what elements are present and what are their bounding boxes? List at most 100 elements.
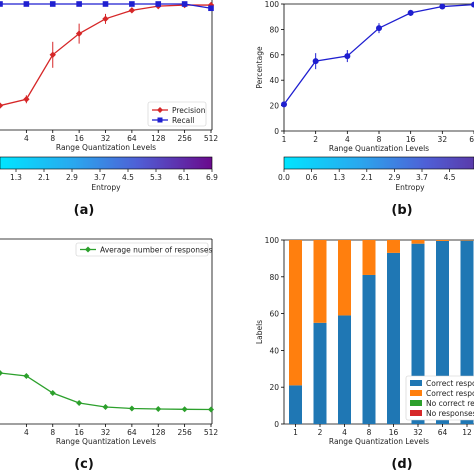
x-tick-label: 64 [438, 428, 448, 437]
colorbar-tick-label: 5.3 [150, 173, 162, 182]
bar-segment-2 [338, 240, 351, 316]
data-point-recall [49, 1, 56, 7]
panel-b: 0 20 40 60 80 100 Percentage 1 2 4 8 16 32 64 Range Qu… [255, 0, 474, 218]
data-point-recall [208, 5, 214, 12]
x-tick-label: 512 [204, 134, 219, 143]
y-tick-label: 100 [265, 0, 280, 9]
bar-segment-2 [436, 240, 449, 241]
data-point-precision [23, 96, 30, 103]
data-point [208, 406, 214, 413]
bar-segment-2 [289, 240, 302, 386]
bar-segment-2 [460, 240, 474, 241]
data-point [128, 405, 135, 412]
x-tick-label: 4 [24, 134, 29, 143]
y-tick-label: 60 [269, 51, 279, 60]
x-tick-label: 16 [389, 428, 399, 437]
legend-swatch [410, 400, 422, 406]
data-point-recall [181, 1, 188, 7]
x-tick-label: 12 [462, 428, 472, 437]
colorbar-tick-label: 6.1 [178, 173, 190, 182]
x-tick-label: 4 [342, 428, 347, 437]
legend-marker-precision [157, 107, 163, 113]
colorbar-tick-label: 1.3 [10, 173, 22, 182]
x-axis-title: Range Quantization Levels [329, 144, 429, 153]
x-tick-label: 16 [74, 428, 84, 437]
colorbar-tick-label: 4.5 [444, 173, 456, 182]
legend-marker-recall [157, 117, 163, 123]
x-tick-label: 128 [151, 428, 166, 437]
data-point-precision [207, 1, 215, 9]
data-point [181, 406, 188, 413]
data-point-precision [128, 7, 136, 14]
panel-label-b: (b) [391, 203, 412, 218]
data-point-precision [49, 51, 56, 58]
data-point-recall [0, 1, 3, 7]
legend-label: No correct res [426, 399, 474, 408]
data-point [407, 9, 414, 16]
colorbar-tick-label: 6.9 [206, 173, 218, 182]
x-tick-label: 256 [177, 134, 192, 143]
data-point [102, 404, 109, 410]
x-axis-title: Range Quantization Levels [329, 437, 429, 446]
legend-swatch [410, 410, 422, 416]
x-tick-label: 1 [282, 135, 287, 144]
colorbar-tick-label: 1.3 [333, 173, 345, 182]
x-tick-label: 4 [345, 135, 350, 144]
x-tick-label: 8 [367, 428, 372, 437]
panel-label-c: (c) [74, 457, 94, 472]
data-point [376, 25, 382, 32]
legend-label: Correct respo [426, 379, 474, 388]
x-tick-label: 256 [177, 428, 192, 437]
x-tick-label: 32 [101, 134, 111, 143]
data-point-recall [155, 1, 162, 7]
data-point-recall [129, 1, 135, 7]
x-tick-label: 8 [50, 134, 55, 143]
legend-swatch [410, 380, 422, 386]
bar-segment-2 [313, 240, 327, 323]
colorbar-tick-label: 2.1 [38, 173, 50, 182]
data-point [23, 373, 30, 379]
data-point [312, 58, 319, 65]
x-tick-label: 64 [469, 135, 474, 144]
colorbar-tick-label: 2.9 [66, 173, 78, 182]
colorbar-tick-label: 2.1 [361, 173, 373, 182]
x-tick-label: 64 [127, 134, 137, 143]
y-axis-title: Labels [255, 320, 264, 344]
x-tick-label: 64 [127, 428, 137, 437]
x-tick-label: 8 [377, 135, 382, 144]
legend-box [405, 375, 474, 421]
y-tick-label: 80 [269, 273, 279, 282]
y-axis-title: Percentage [255, 46, 264, 89]
x-tick-label: 2 [318, 428, 323, 437]
x-tick-label: 32 [413, 428, 423, 437]
data-point [76, 400, 83, 406]
panel-label-a: (a) [74, 203, 95, 218]
bar-segment-1 [387, 252, 400, 424]
y-tick-label: 40 [269, 76, 279, 85]
x-tick-label: 4 [24, 428, 29, 437]
x-axis-title: Range Quantization Levels [56, 437, 156, 446]
legend-label: Correct respo [426, 389, 474, 398]
x-tick-label: 32 [438, 135, 448, 144]
data-point [155, 406, 162, 412]
data-point [471, 1, 474, 8]
bar-segment-2 [362, 240, 376, 275]
colorbar-tick-label: 2.9 [388, 173, 400, 182]
bar-segment-2 [387, 240, 400, 253]
data-point [281, 101, 287, 108]
x-tick-label: 1 [293, 428, 298, 437]
colorbar-b [283, 156, 474, 170]
panel-label-d: (d) [391, 457, 412, 472]
legend-box [75, 242, 209, 257]
data-point [344, 53, 351, 60]
bar-segment-1 [289, 385, 302, 424]
data-point-precision [0, 102, 4, 109]
colorbar-title: Entropy [91, 183, 121, 192]
x-tick-label: 16 [406, 135, 416, 144]
legend-label-recall: Recall [172, 116, 194, 125]
x-tick-label: 2 [313, 135, 318, 144]
